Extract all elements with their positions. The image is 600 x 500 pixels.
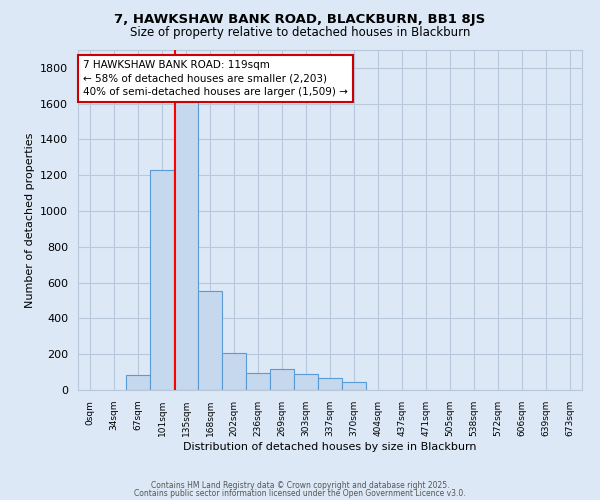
Y-axis label: Number of detached properties: Number of detached properties bbox=[25, 132, 35, 308]
Bar bbox=[198, 290, 222, 390]
Bar bbox=[318, 378, 342, 390]
Text: Size of property relative to detached houses in Blackburn: Size of property relative to detached ho… bbox=[130, 26, 470, 39]
Bar bbox=[222, 354, 246, 390]
Bar bbox=[246, 373, 270, 390]
Bar bbox=[126, 375, 150, 390]
X-axis label: Distribution of detached houses by size in Blackburn: Distribution of detached houses by size … bbox=[183, 442, 477, 452]
Bar bbox=[150, 170, 174, 390]
Text: Contains HM Land Registry data © Crown copyright and database right 2025.: Contains HM Land Registry data © Crown c… bbox=[151, 481, 449, 490]
Bar bbox=[342, 382, 366, 390]
Text: 7, HAWKSHAW BANK ROAD, BLACKBURN, BB1 8JS: 7, HAWKSHAW BANK ROAD, BLACKBURN, BB1 8J… bbox=[115, 12, 485, 26]
Bar bbox=[174, 72, 198, 390]
Text: 7 HAWKSHAW BANK ROAD: 119sqm
← 58% of detached houses are smaller (2,203)
40% of: 7 HAWKSHAW BANK ROAD: 119sqm ← 58% of de… bbox=[83, 60, 348, 96]
Bar bbox=[270, 370, 294, 390]
Bar bbox=[294, 374, 318, 390]
Text: Contains public sector information licensed under the Open Government Licence v3: Contains public sector information licen… bbox=[134, 490, 466, 498]
